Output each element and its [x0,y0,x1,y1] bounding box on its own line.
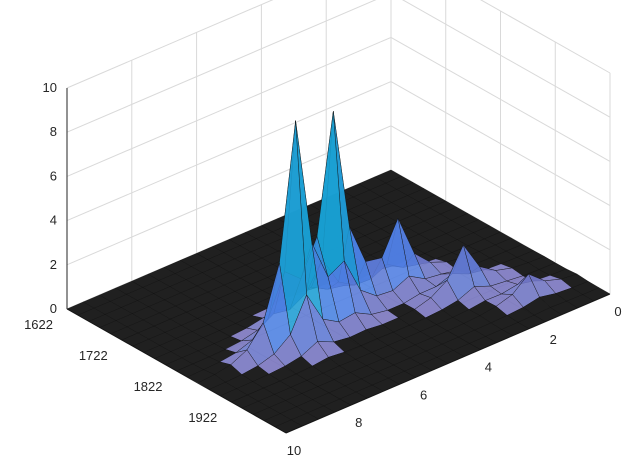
z-tick-label: 4 [50,213,57,228]
y-tick-label: 6 [420,387,427,402]
x-tick-label: 1722 [79,348,108,363]
grid-line [66,0,274,89]
grid-line [66,81,392,222]
y-tick-label: 8 [355,415,362,430]
z-tick-label: 0 [50,301,57,316]
y-tick-label: 0 [614,304,621,319]
grid-line [66,36,392,177]
z-tick-label: 6 [50,168,57,183]
y-tick-label: 2 [550,332,557,347]
z-axis-ticks: 0 2 4 6 8 10 [43,80,57,316]
y-axis-ticks: 0 2 4 6 8 10 [287,304,622,458]
surface-mesh [66,111,611,434]
grid-line [66,0,377,133]
y-tick-label: 4 [485,360,492,375]
z-tick-label: 10 [43,80,57,95]
x-axis-ticks: 1622 1722 1822 1922 [24,317,217,425]
z-tick-label: 8 [50,124,57,139]
surface-patch [274,419,303,434]
y-tick-label: 10 [287,443,301,458]
z-tick-label: 2 [50,257,57,272]
x-tick-label: 1922 [188,410,217,425]
x-tick-label: 1622 [24,317,53,332]
x-tick-label: 1822 [134,379,163,394]
